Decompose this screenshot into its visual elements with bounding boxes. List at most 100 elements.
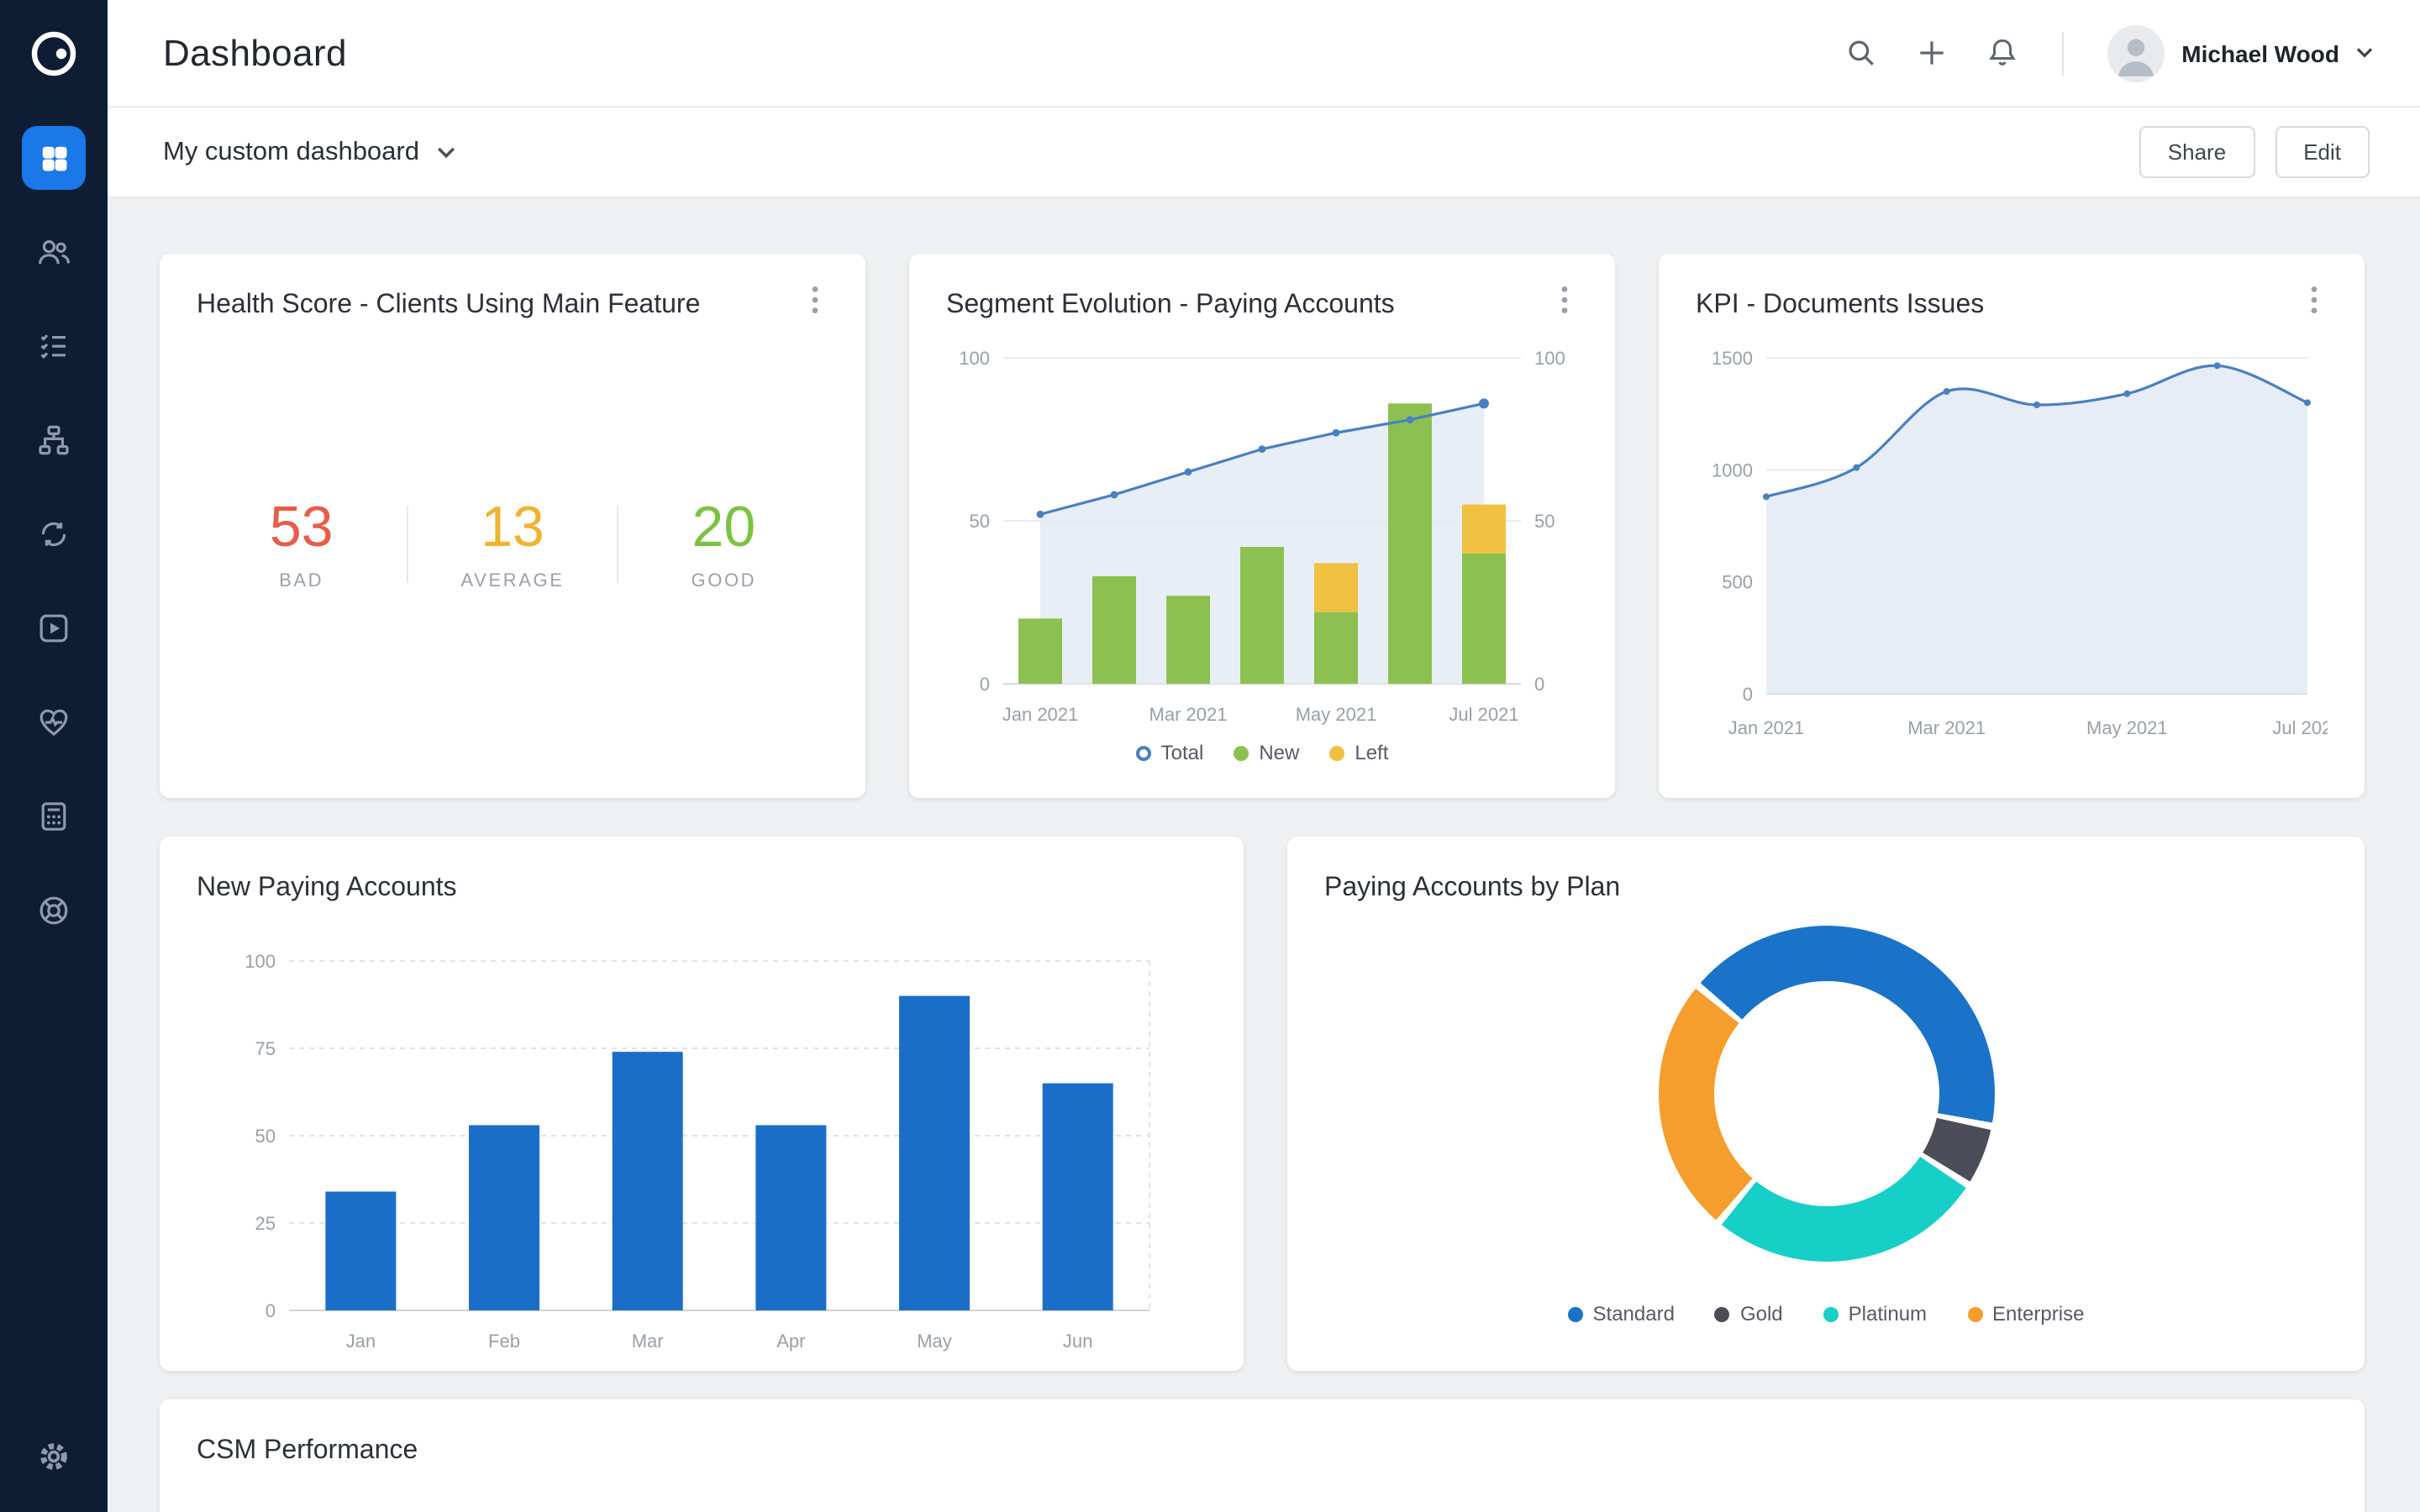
kpi-documents-chart: 0 500 1000 1500 Jan 2021 Mar 2021 May 2021 Jul … — [1712, 348, 2328, 738]
dashboard-content: Health Score - Clients Using Main Featur… — [108, 198, 2420, 1512]
subheader: My custom dashboard Share Edit — [108, 108, 2420, 198]
legend-label: Enterprise — [1992, 1302, 2085, 1326]
sidebar — [0, 0, 108, 1512]
health-stat-label: AVERAGE — [460, 570, 565, 591]
legend-marker — [1714, 1306, 1730, 1321]
dashboard-selector[interactable]: My custom dashboard — [163, 137, 455, 167]
svg-text:25: 25 — [255, 1213, 275, 1234]
notifications-button[interactable] — [1985, 36, 2018, 70]
health-stat-value: 53 — [269, 496, 334, 560]
legend-item[interactable]: Gold — [1714, 1302, 1783, 1326]
share-button[interactable]: Share — [2139, 126, 2255, 178]
donut-hole — [1713, 981, 1939, 1206]
sidebar-item-dashboard[interactable] — [22, 126, 86, 190]
legend-item[interactable]: New — [1234, 741, 1299, 764]
card-header: CSM Performance — [197, 1430, 2328, 1467]
legend-marker — [1823, 1306, 1839, 1321]
people-icon — [39, 240, 70, 265]
sidebar-item-lifecycle[interactable] — [22, 502, 86, 566]
svg-text:Jun: Jun — [1062, 1331, 1092, 1352]
svg-text:Mar: Mar — [631, 1331, 663, 1352]
dashboard-selector-label: My custom dashboard — [163, 137, 419, 165]
chart-container: Standard Gold Platinum Enterprise — [1324, 904, 2328, 1341]
legend-item[interactable]: Enterprise — [1967, 1302, 2084, 1326]
health-stat-label: GOOD — [691, 570, 757, 591]
sidebar-item-health[interactable] — [22, 690, 86, 754]
sidebar-item-support[interactable] — [22, 879, 86, 942]
svg-text:Mar 2021: Mar 2021 — [1907, 717, 1986, 738]
main-area: Dashboard — [108, 0, 2420, 1512]
edit-button[interactable]: Edit — [2275, 126, 2370, 178]
avatar — [2107, 24, 2165, 81]
user-name: Michael Wood — [2181, 39, 2339, 66]
kebab-icon — [2311, 286, 2317, 312]
chevron-down-icon — [436, 146, 455, 158]
svg-text:Jul 2021: Jul 2021 — [1449, 704, 1518, 725]
health-stat: 20 GOOD — [619, 496, 829, 591]
svg-text:50: 50 — [1534, 511, 1555, 532]
legend-label: Standard — [1592, 1302, 1675, 1326]
card-title: New Paying Accounts — [197, 874, 457, 902]
sidebar-item-people[interactable] — [22, 220, 86, 284]
card-paying-accounts-by-plan: Paying Accounts by Plan Standard Gold Plat… — [1287, 837, 2365, 1371]
legend-label: Total — [1160, 741, 1204, 764]
sidebar-item-tasks[interactable] — [22, 314, 86, 378]
svg-text:0: 0 — [1534, 674, 1544, 695]
legend-item[interactable]: Total — [1135, 741, 1204, 764]
logo-icon — [31, 31, 76, 76]
svg-text:Jul 2021: Jul 2021 — [2272, 717, 2328, 738]
svg-text:1500: 1500 — [1712, 348, 1753, 369]
svg-text:0: 0 — [1743, 684, 1753, 705]
health-stat: 53 BAD — [197, 496, 406, 591]
gear-icon — [40, 1443, 67, 1470]
tasks-icon — [40, 334, 66, 360]
svg-text:Apr: Apr — [776, 1331, 804, 1352]
app-logo[interactable] — [25, 25, 82, 82]
legend-item[interactable]: Left — [1329, 741, 1388, 764]
legend-item[interactable]: Platinum — [1823, 1302, 1927, 1326]
search-button[interactable] — [1844, 36, 1877, 70]
add-button[interactable] — [1914, 36, 1948, 70]
play-icon — [39, 614, 68, 643]
page-title: Dashboard — [163, 31, 347, 73]
health-stats: 53 BAD 13 AVERAGE 20 GOOD — [197, 321, 829, 768]
grid-icon — [41, 145, 66, 171]
card-title: Health Score - Clients Using Main Featur… — [197, 291, 701, 319]
avatar-person-icon — [2118, 38, 2154, 76]
user-menu[interactable]: Michael Wood — [2107, 24, 2373, 81]
chart-container: 0 25 50 75 100 Jan Feb Mar Apr May Jun — [197, 937, 1207, 1361]
lifecycle-icon — [41, 522, 66, 547]
svg-text:75: 75 — [255, 1038, 275, 1059]
heart-icon — [39, 709, 68, 737]
legend-item[interactable]: Standard — [1567, 1302, 1675, 1326]
card-kpi-documents: KPI - Documents Issues 0 500 1000 1500 Jan 2… — [1659, 254, 2365, 798]
cards-row-2: New Paying Accounts 0 25 50 75 100 Jan Feb Mar A… — [160, 837, 2365, 1371]
svg-text:1000: 1000 — [1712, 459, 1753, 480]
health-stat-label: BAD — [279, 570, 324, 591]
card-title: CSM Performance — [197, 1436, 418, 1465]
card-header: Health Score - Clients Using Main Featur… — [197, 284, 829, 321]
add-icon — [1919, 41, 1943, 65]
segment-evolution-chart: 0 0 50 50 100 100 Jan 2021 Mar 2021 May 2021 Jul … — [959, 348, 1565, 725]
top-header: Dashboard — [108, 0, 2420, 108]
card-menu-button[interactable] — [802, 284, 829, 314]
cards-row-3: CSM Performance — [160, 1399, 2365, 1512]
calculator-icon — [41, 802, 66, 831]
svg-text:50: 50 — [970, 511, 990, 532]
sidebar-item-metrics[interactable] — [22, 785, 86, 848]
chart-container: 0 0 50 50 100 100 Jan 2021 Mar 2021 May 2021 Jul … — [946, 338, 1578, 734]
svg-text:100: 100 — [244, 951, 275, 972]
sidebar-item-segments[interactable] — [22, 408, 86, 472]
health-stat: 13 AVERAGE — [408, 496, 617, 591]
svg-text:May 2021: May 2021 — [2086, 717, 2168, 738]
legend-label: Platinum — [1848, 1302, 1928, 1326]
card-segment-evolution: Segment Evolution - Paying Accounts 0 0 50… — [909, 254, 1615, 798]
hierarchy-icon — [39, 425, 69, 455]
card-menu-button[interactable] — [2301, 284, 2328, 314]
legend-marker — [1234, 745, 1249, 760]
legend-marker — [1967, 1306, 1983, 1321]
card-menu-button[interactable] — [1551, 284, 1578, 314]
sidebar-item-playbooks[interactable] — [22, 596, 86, 660]
card-header: New Paying Accounts — [197, 867, 1207, 904]
sidebar-item-settings[interactable] — [22, 1425, 86, 1488]
